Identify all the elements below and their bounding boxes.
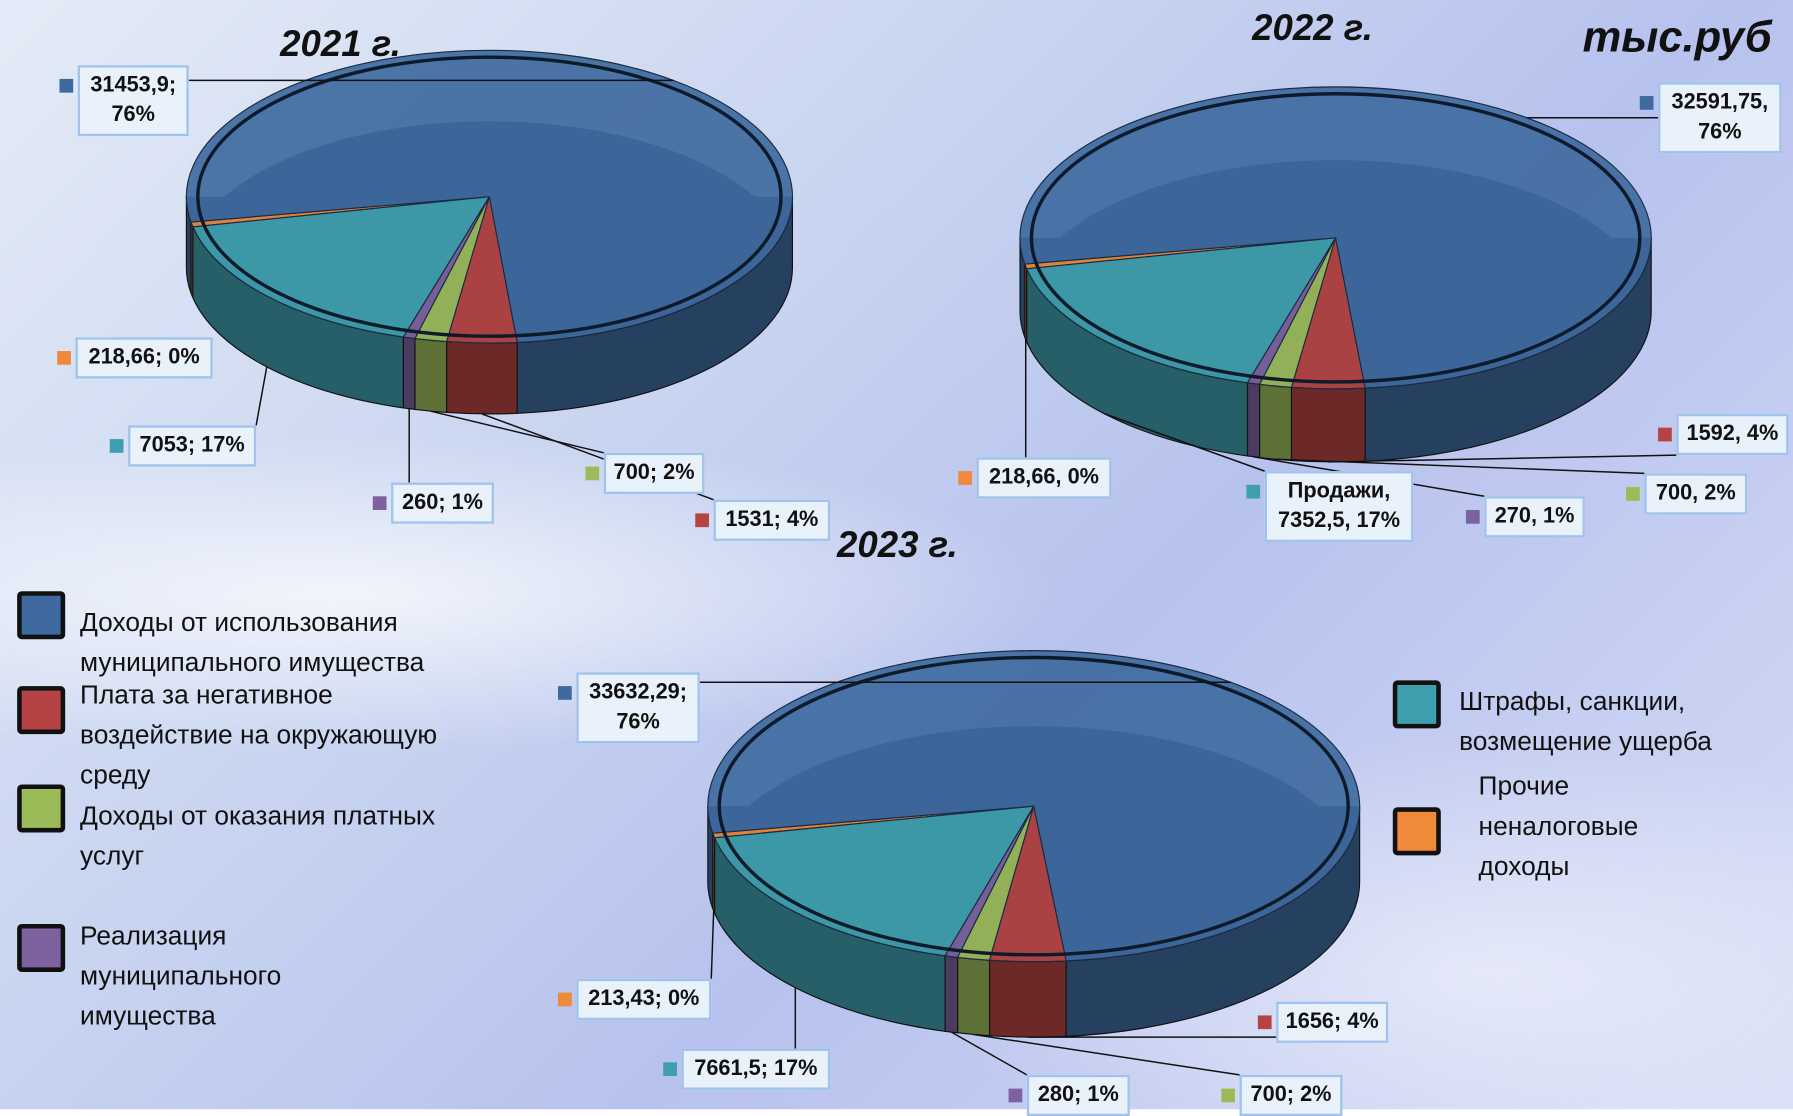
legend-swatch: [1392, 680, 1441, 729]
coin-rim: [196, 55, 783, 338]
legend-label: Доходы от использования муниципального и…: [80, 607, 425, 677]
pie-slice: [713, 805, 1035, 957]
leader-line: [1103, 412, 1265, 472]
value-label: 213,43; 0%: [576, 978, 712, 1021]
value-label: 31453,9; 76%: [77, 65, 189, 137]
label-swatch: [372, 496, 387, 511]
pie-slice: [192, 195, 491, 338]
leader-line: [255, 366, 268, 426]
pie-side: [989, 959, 1067, 1038]
leader-line: [973, 1033, 1240, 1076]
label-swatch: [1639, 96, 1654, 110]
pie-side: [944, 955, 959, 1034]
value-label: 260; 1%: [391, 482, 494, 524]
value-label: 32591,75, 76%: [1658, 82, 1782, 154]
coin-rim: [717, 655, 1350, 957]
label-swatch: [59, 78, 74, 93]
legend-label: Прочие неналоговые доходы: [1478, 770, 1639, 881]
pie-slice: [1025, 237, 1337, 384]
pie-side: [414, 337, 448, 414]
chart-title: 2023 г.: [837, 523, 958, 565]
pie-side: [1246, 382, 1261, 459]
label-swatch: [558, 992, 572, 1007]
label-swatch: [1658, 427, 1672, 442]
label-swatch: [1257, 1015, 1272, 1030]
legend-swatch: [17, 923, 66, 972]
leader-line: [951, 1031, 1028, 1076]
label-swatch: [57, 351, 71, 365]
label-swatch: [1465, 510, 1480, 524]
label-swatch: [585, 466, 600, 481]
pie-slice: [1019, 86, 1652, 389]
pie-side: [1259, 383, 1293, 462]
legend-swatch: [17, 784, 66, 833]
unit-label: тыс.руб: [1582, 13, 1772, 62]
legend-label: Штрафы, санкции, возмещение ущерба: [1459, 686, 1712, 756]
value-label: 7661,5; 17%: [681, 1048, 831, 1090]
label-swatch: [695, 513, 709, 528]
value-label: 700; 2%: [1239, 1074, 1343, 1116]
value-label: 7053; 17%: [128, 425, 257, 467]
value-label: 218,66, 0%: [976, 457, 1112, 499]
leader-line: [710, 910, 715, 979]
pie-side: [402, 336, 416, 411]
value-label: 280; 1%: [1026, 1074, 1130, 1116]
legend-label: Реализация муниципального имущества: [80, 920, 282, 1031]
coin-rim: [1029, 92, 1642, 384]
legend-swatch: [17, 591, 66, 640]
pie-slice: [707, 650, 1361, 962]
leader-line: [430, 410, 604, 454]
leader-line: [1275, 458, 1645, 475]
value-label: 270, 1%: [1484, 496, 1585, 538]
value-label: 1656; 4%: [1276, 1001, 1389, 1043]
value-label: Продажи, 7352,5, 17%: [1264, 471, 1414, 543]
chart-title: 2022 г.: [1252, 6, 1373, 49]
value-label: 1592, 4%: [1676, 413, 1789, 456]
label-swatch: [958, 471, 972, 485]
chart-title: 2021 г.: [280, 22, 401, 65]
value-label: 33632,29; 76%: [576, 672, 700, 744]
label-swatch: [558, 686, 572, 700]
value-label: 1531; 4%: [713, 499, 831, 541]
label-swatch: [663, 1062, 677, 1077]
pie-side: [1290, 386, 1366, 463]
value-label: 700; 2%: [603, 452, 705, 494]
value-label: 218,66; 0%: [75, 337, 213, 379]
legend-label: Доходы от оказания платных услуг: [80, 800, 436, 871]
legend-label: Плата за негативное воздействие на окруж…: [80, 679, 438, 790]
label-swatch: [1221, 1088, 1235, 1103]
label-swatch: [1246, 484, 1261, 499]
label-swatch: [109, 439, 124, 453]
label-swatch: [1626, 487, 1640, 501]
legend-swatch: [1392, 807, 1441, 856]
label-swatch: [1008, 1088, 1023, 1103]
pie-side: [446, 340, 518, 415]
pie-side: [957, 956, 991, 1037]
leader-line: [1328, 454, 1677, 463]
value-label: 700, 2%: [1644, 473, 1748, 515]
legend-swatch: [17, 686, 66, 735]
